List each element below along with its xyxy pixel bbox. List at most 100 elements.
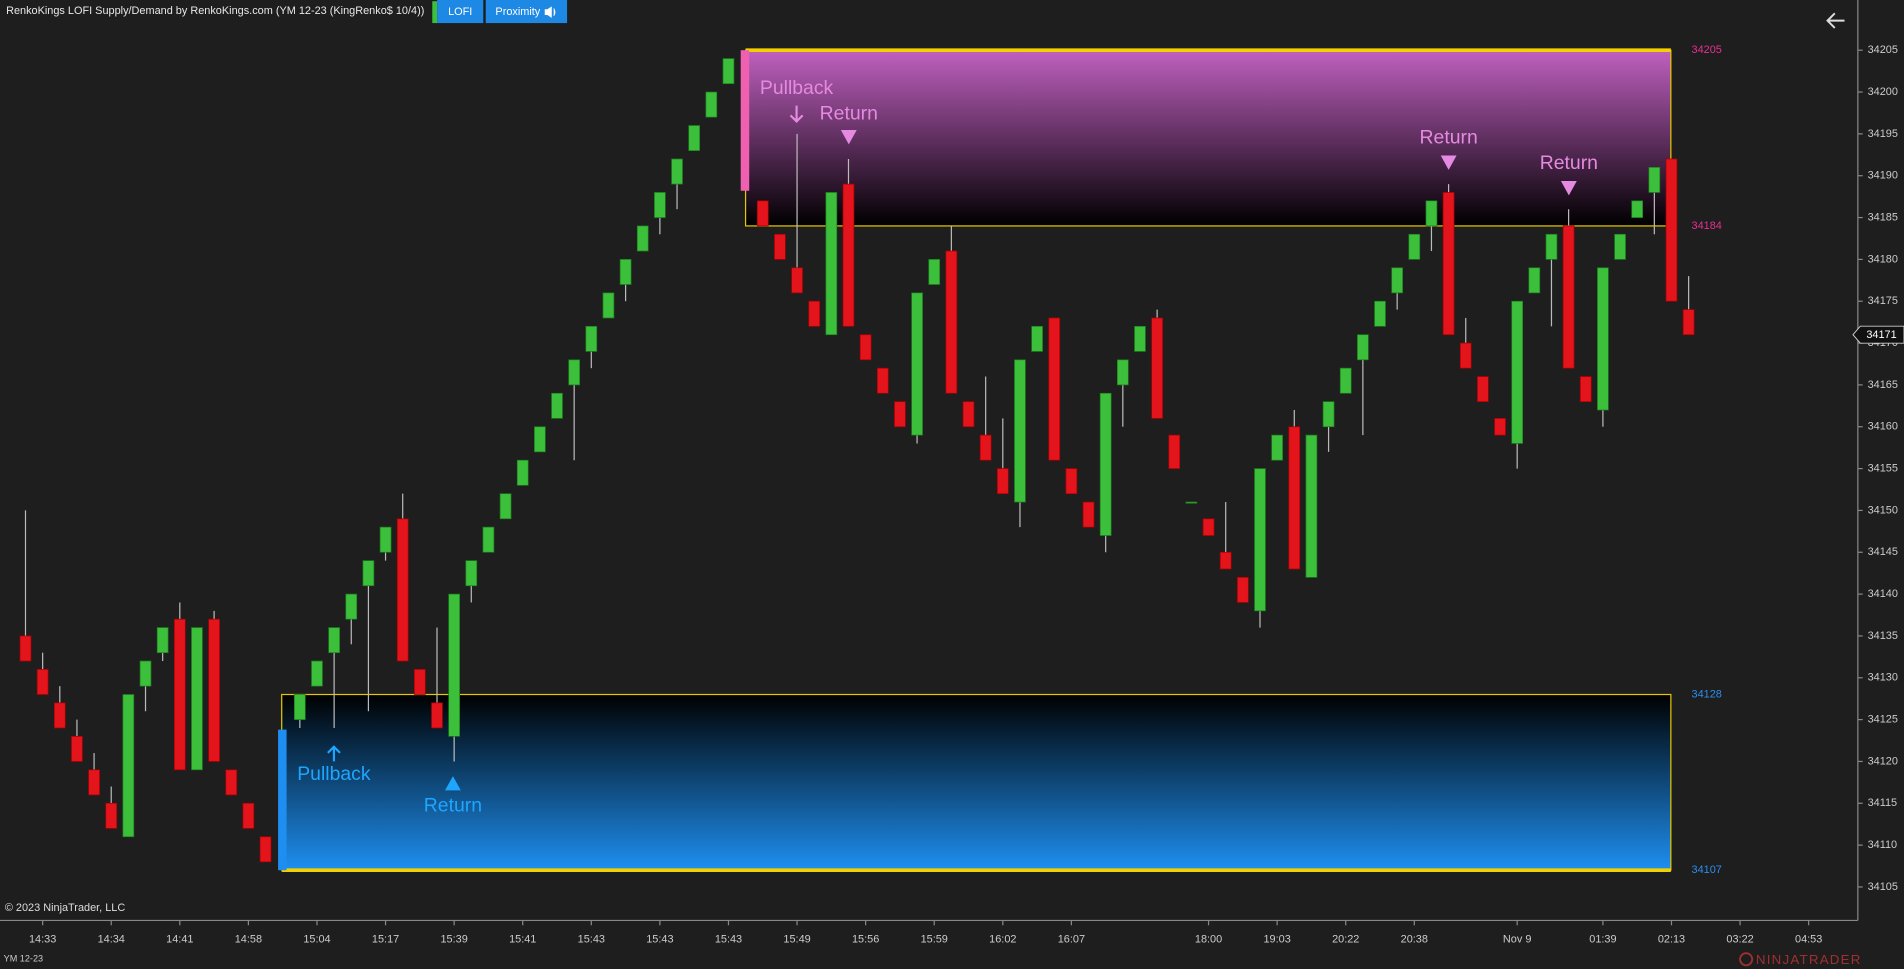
- x-tick-label: 20:22: [1332, 934, 1359, 946]
- last-price-label: 34171: [1866, 329, 1896, 341]
- x-tick-label: 15:17: [372, 934, 399, 946]
- y-tick-label: 34180: [1868, 253, 1898, 265]
- x-tick-label: 14:58: [235, 934, 262, 946]
- proximity-button-label[interactable]: Proximity: [495, 6, 540, 18]
- candle-body: [396, 518, 409, 662]
- candle-body: [602, 292, 615, 319]
- candle-body: [911, 292, 923, 436]
- candle-body: [894, 401, 906, 428]
- x-tick-label: 15:49: [783, 934, 810, 946]
- lofi-button-label[interactable]: LOFI: [448, 6, 472, 18]
- candle-body: [1168, 434, 1181, 469]
- x-tick-label: 16:07: [1058, 934, 1085, 946]
- zone: [281, 693, 1672, 871]
- annotation: Return: [1420, 127, 1478, 149]
- x-tick-label: 01:39: [1589, 934, 1616, 946]
- candle-body: [1494, 418, 1506, 436]
- candle-body: [465, 560, 478, 587]
- y-tick-label: 34105: [1868, 881, 1898, 893]
- candle-body: [294, 694, 306, 720]
- candle-body: [242, 802, 255, 829]
- candle-body: [499, 493, 512, 520]
- candle-body: [328, 627, 340, 654]
- x-tick-label: 15:39: [440, 934, 467, 946]
- candle-body: [756, 200, 769, 227]
- speaker-icon: [544, 6, 556, 18]
- y-tick-label: 34150: [1868, 504, 1898, 516]
- x-tick-label: 15:43: [715, 934, 742, 946]
- candle-body: [1374, 300, 1386, 327]
- x-tick-label: 19:03: [1263, 934, 1290, 946]
- candle-body: [671, 158, 683, 185]
- y-tick-label: 34165: [1868, 379, 1898, 391]
- annotation: Return: [424, 794, 482, 816]
- candle-body: [1065, 468, 1078, 495]
- zone-bottom-label: 34107: [1692, 864, 1722, 876]
- y-tick-label: 34155: [1868, 462, 1898, 474]
- candle-body: [996, 468, 1009, 495]
- x-tick-label: 15:41: [509, 934, 536, 946]
- candle-body: [859, 334, 872, 361]
- candle-body: [191, 627, 203, 771]
- back-arrow[interactable]: [1826, 12, 1845, 29]
- candle-body: [1031, 325, 1043, 352]
- y-tick-label: 34120: [1868, 755, 1898, 767]
- candle-body: [1511, 300, 1524, 444]
- annotation-arrow: [789, 105, 804, 123]
- candle-body: [482, 526, 495, 553]
- annotation-arrow: [840, 130, 857, 145]
- y-tick-label: 34185: [1868, 211, 1898, 223]
- candle-body: [568, 359, 580, 386]
- candle-body: [654, 192, 666, 218]
- x-tick-label: 14:33: [29, 934, 56, 946]
- annotation-arrow: [1440, 155, 1457, 170]
- candle-body: [1562, 225, 1575, 369]
- zone: [744, 49, 1672, 227]
- annotation-arrow: [327, 745, 341, 762]
- candle-body: [551, 392, 563, 419]
- candle-body: [534, 426, 546, 453]
- candle-body: [1665, 158, 1678, 302]
- y-tick-label: 34200: [1868, 86, 1898, 98]
- candle-body: [928, 259, 941, 285]
- candle-body: [1322, 401, 1335, 428]
- y-tick-label: 34205: [1868, 44, 1898, 56]
- candle-body: [208, 618, 220, 762]
- candle-body: [414, 669, 426, 695]
- x-tick-label: 15:04: [303, 934, 330, 946]
- candle-body: [876, 367, 889, 394]
- x-tick-label: 15:56: [852, 934, 879, 946]
- candle-body: [1014, 359, 1026, 503]
- candle-body: [688, 125, 701, 151]
- candle-body: [379, 526, 392, 553]
- candle-body: [71, 735, 83, 762]
- candle-body: [1271, 434, 1283, 461]
- candle-body: [225, 769, 238, 796]
- candle-body: [1254, 468, 1266, 612]
- annotation-arrow: [444, 776, 461, 791]
- candle-body: [431, 702, 443, 729]
- candle-body: [448, 593, 460, 737]
- proximity-button[interactable]: [485, 0, 568, 24]
- x-tick-label: 15:43: [646, 934, 673, 946]
- candle-body: [1237, 576, 1249, 603]
- candle-body: [1305, 434, 1318, 578]
- annotation: Pullback: [760, 77, 834, 99]
- y-tick-label: 34125: [1868, 713, 1898, 725]
- candle-body: [1339, 367, 1352, 394]
- x-tick-label: 20:38: [1401, 934, 1428, 946]
- status-bar: [432, 1, 438, 24]
- x-tick-label: 14:41: [166, 934, 193, 946]
- candle-body: [636, 225, 649, 252]
- lofi-button[interactable]: [437, 0, 484, 24]
- x-tick-label: 16:02: [989, 934, 1016, 946]
- candle-body: [1082, 501, 1095, 528]
- candle-body: [808, 300, 821, 327]
- x-tick-label: 15:43: [578, 934, 605, 946]
- candle-body: [842, 183, 855, 327]
- y-tick-label: 34115: [1868, 797, 1898, 809]
- candle-body: [585, 325, 598, 352]
- candle-body: [1614, 233, 1626, 260]
- candle-body: [156, 627, 169, 654]
